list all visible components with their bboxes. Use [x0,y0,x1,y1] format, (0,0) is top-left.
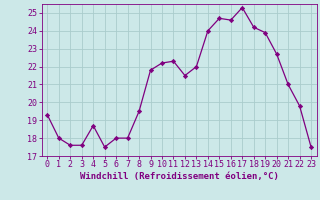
X-axis label: Windchill (Refroidissement éolien,°C): Windchill (Refroidissement éolien,°C) [80,172,279,181]
